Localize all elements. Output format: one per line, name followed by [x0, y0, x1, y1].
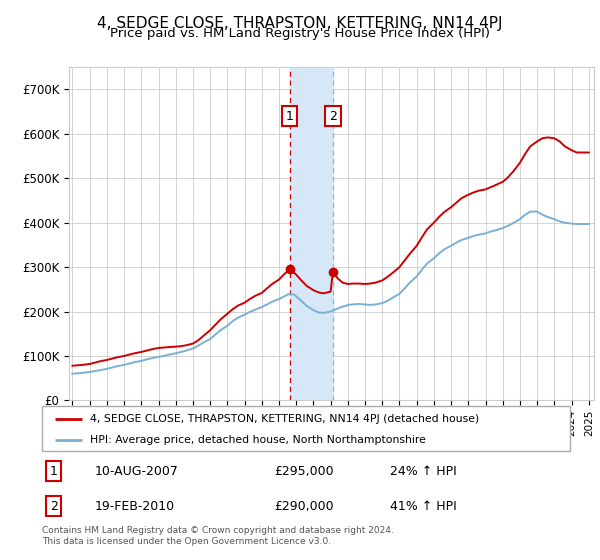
Text: Contains HM Land Registry data © Crown copyright and database right 2024.
This d: Contains HM Land Registry data © Crown c… — [42, 526, 394, 546]
Text: 41% ↑ HPI: 41% ↑ HPI — [391, 500, 457, 512]
FancyBboxPatch shape — [42, 406, 570, 451]
Text: 19-FEB-2010: 19-FEB-2010 — [95, 500, 175, 512]
Text: 2: 2 — [50, 500, 58, 512]
Text: Price paid vs. HM Land Registry's House Price Index (HPI): Price paid vs. HM Land Registry's House … — [110, 27, 490, 40]
Text: 10-AUG-2007: 10-AUG-2007 — [95, 465, 179, 478]
Text: 4, SEDGE CLOSE, THRAPSTON, KETTERING, NN14 4PJ: 4, SEDGE CLOSE, THRAPSTON, KETTERING, NN… — [97, 16, 503, 31]
Text: 1: 1 — [50, 465, 58, 478]
Text: £290,000: £290,000 — [274, 500, 334, 512]
Text: 2: 2 — [329, 110, 337, 123]
Text: 4, SEDGE CLOSE, THRAPSTON, KETTERING, NN14 4PJ (detached house): 4, SEDGE CLOSE, THRAPSTON, KETTERING, NN… — [89, 413, 479, 423]
Text: 24% ↑ HPI: 24% ↑ HPI — [391, 465, 457, 478]
Bar — [290, 67, 333, 400]
Text: 1: 1 — [286, 110, 293, 123]
Text: £295,000: £295,000 — [274, 465, 334, 478]
Text: HPI: Average price, detached house, North Northamptonshire: HPI: Average price, detached house, Nort… — [89, 435, 425, 445]
